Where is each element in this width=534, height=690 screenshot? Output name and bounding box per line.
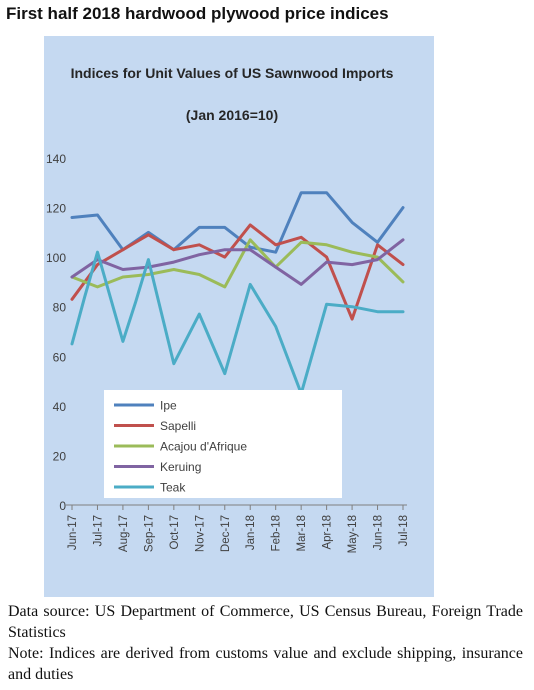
chart-panel: Indices for Unit Values of US Sawnwood I…: [44, 36, 434, 597]
y-tick-label: 0: [59, 499, 66, 513]
chart-footer: Data source: US Department of Commerce, …: [8, 601, 523, 685]
legend-box: [104, 390, 342, 498]
x-tick-label: Sep-17: [143, 515, 155, 552]
chart-axes: 0 20 40 60 80 100 120 140 Jun-17 Jul-17 Aug-17 Sep-…: [46, 152, 410, 553]
series-line: [70, 238, 405, 286]
y-tick-label: 80: [53, 301, 67, 315]
x-tick-label: Mar-18: [296, 515, 308, 551]
legend-label: Teak: [160, 481, 186, 495]
x-tick-label: Jan-18: [245, 515, 257, 550]
y-tick-label: 20: [53, 449, 67, 463]
y-tick-label: 100: [46, 251, 66, 265]
data-source-note: Data source: US Department of Commerce, …: [8, 603, 523, 641]
series-line: [70, 238, 405, 289]
x-tick-label: Jun-18: [373, 515, 385, 550]
x-tick-label: Apr-18: [322, 515, 334, 550]
series-line: [70, 223, 405, 321]
legend-label: Keruing: [160, 460, 201, 474]
chart-title: Indices for Unit Values of US Sawnwood I…: [71, 65, 394, 81]
x-tick-label: Oct-17: [169, 515, 181, 550]
methodology-note: Note: Indices are derived from customs v…: [8, 645, 523, 683]
y-tick-label: 40: [53, 400, 67, 414]
x-tick-label: May-18: [347, 515, 359, 553]
x-tick-label: Jun-17: [67, 515, 79, 550]
y-tick-label: 140: [46, 152, 66, 166]
chart-subtitle: (Jan 2016=10): [186, 107, 278, 123]
legend-label: Acajou d'Afrique: [160, 440, 247, 454]
page-heading: First half 2018 hardwood plywood price i…: [6, 4, 389, 23]
x-tick-label: Jul-18: [398, 515, 410, 546]
series-line: [70, 250, 405, 395]
y-tick-label: 120: [46, 202, 66, 216]
x-tick-label: Dec-17: [220, 515, 232, 552]
chart-legend: Ipe Sapelli Acajou d'Afrique Keruing Teak: [104, 390, 342, 498]
x-tick-label: Nov-17: [194, 515, 206, 552]
x-tick-label: Jul-17: [92, 515, 104, 546]
x-tick-label: Aug-17: [118, 515, 130, 552]
legend-label: Sapelli: [160, 419, 196, 433]
legend-label: Ipe: [160, 399, 177, 413]
line-chart: Indices for Unit Values of US Sawnwood I…: [46, 65, 410, 553]
series-lines: [70, 191, 405, 395]
x-tick-label: Feb-18: [271, 515, 283, 551]
y-tick-label: 60: [53, 350, 67, 364]
